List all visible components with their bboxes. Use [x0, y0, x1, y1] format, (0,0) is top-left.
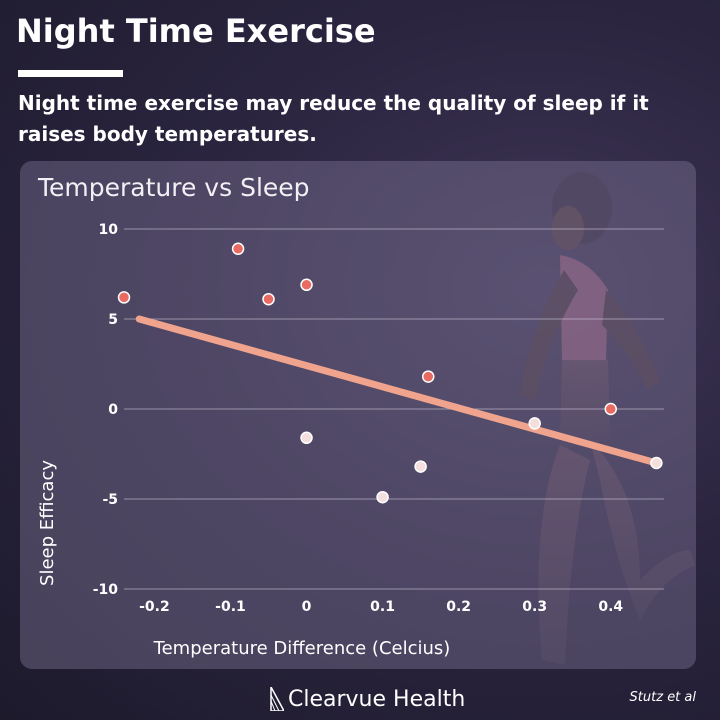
scatter-point	[300, 431, 313, 445]
scatter-point	[117, 291, 131, 304]
page-subtitle: Night time exercise may reduce the quali…	[18, 91, 649, 146]
scatter-point	[421, 370, 435, 383]
chart-panel	[20, 161, 696, 669]
x-tick-label: 0.2	[446, 599, 471, 615]
x-axis-ticks: -0.2 -0.1 0 0.1 0.2 0.3 0.4	[139, 599, 623, 615]
x-tick-label: 0.3	[522, 599, 547, 615]
y-tick-label: 0	[108, 402, 118, 418]
runner-image	[520, 172, 695, 665]
scatter-point	[376, 490, 389, 504]
trend-line-group	[135, 315, 660, 467]
grid-lines	[124, 228, 664, 590]
x-tick-label: -0.2	[139, 599, 170, 615]
y-tick-label: 10	[99, 222, 119, 238]
scatter-point	[231, 242, 245, 256]
scatter-point	[414, 460, 427, 473]
chart-title: Temperature vs Sleep	[38, 173, 310, 202]
y-tick-label: 5	[108, 312, 118, 328]
y-tick-label: -10	[93, 582, 119, 598]
y-tick-label: -5	[102, 492, 118, 508]
y-axis-label: Sleep Efficacy	[37, 460, 58, 586]
x-axis-label: Temperature Difference (Celcius)	[153, 638, 451, 659]
scatter-point	[650, 456, 663, 470]
x-tick-label: 0	[302, 599, 312, 615]
x-tick-label: 0.4	[598, 599, 623, 615]
brand-logo: Clearvue Health	[270, 681, 465, 717]
triangle-logo-icon	[270, 687, 284, 711]
x-tick-label: 0.1	[370, 599, 395, 615]
x-tick-label: -0.1	[215, 599, 246, 615]
y-axis-ticks: 10 5 0 -5 -10	[93, 222, 119, 598]
scatter-point	[604, 402, 618, 416]
data-points	[117, 242, 663, 504]
scatter-point	[262, 292, 275, 306]
trend-line	[135, 315, 660, 467]
page-title: Night Time Exercise	[16, 12, 376, 50]
scatter-point	[528, 417, 541, 430]
source-credit: Stutz et al	[629, 690, 696, 705]
title-underline	[18, 70, 123, 77]
brand-name: Clearvue Health	[288, 686, 466, 712]
scatter-point	[300, 278, 313, 292]
